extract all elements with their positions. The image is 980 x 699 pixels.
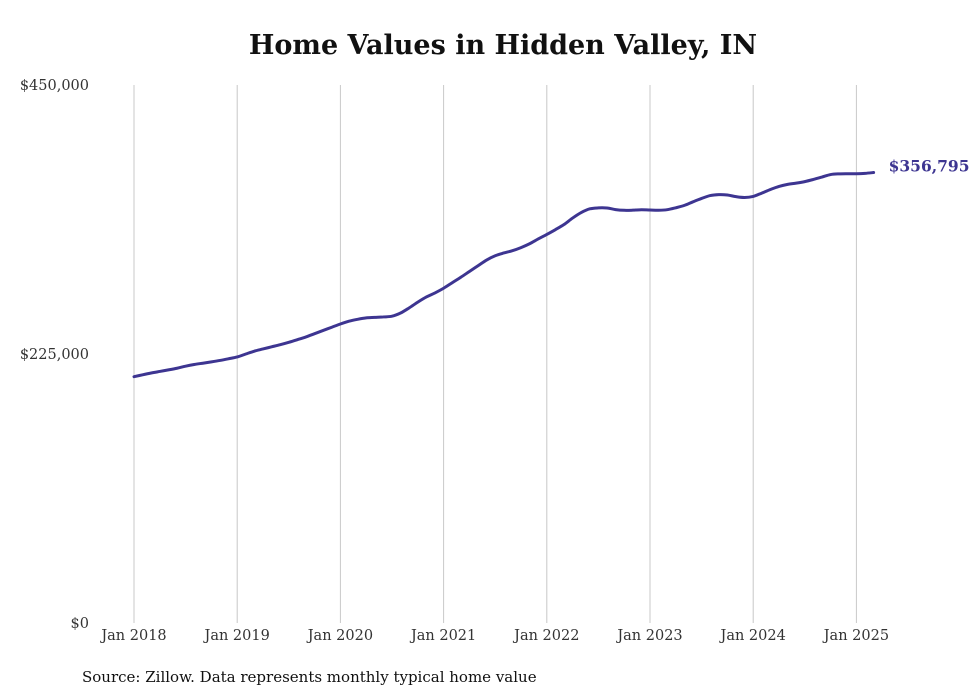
chart-title: Home Values in Hidden Valley, IN — [248, 30, 758, 61]
y-tick-label: $225,000 — [20, 347, 89, 363]
x-tick-label: Jan 2024 — [719, 628, 786, 644]
series-line — [132, 171, 876, 379]
y-axis-ticks: $0 $225,000 $450,000 — [20, 78, 89, 632]
x-tick-label: Jan 2025 — [822, 628, 889, 644]
x-tick-label: Jan 2018 — [99, 628, 166, 644]
x-tick-label: Jan 2022 — [512, 628, 579, 644]
x-axis-ticks: Jan 2018 Jan 2019 Jan 2020 Jan 2021 Jan 2022… — [99, 628, 889, 644]
x-tick-label: Jan 2020 — [306, 628, 373, 644]
x-tick-label: Jan 2023 — [615, 628, 682, 644]
y-tick-label: $0 — [71, 616, 89, 632]
x-tick-label: Jan 2019 — [203, 628, 270, 644]
x-tick-label: Jan 2021 — [409, 628, 476, 644]
y-tick-label: $450,000 — [20, 78, 89, 94]
end-value-label: $356,795 — [889, 157, 970, 176]
source-note: Source: Zillow. Data represents monthly … — [82, 668, 537, 686]
